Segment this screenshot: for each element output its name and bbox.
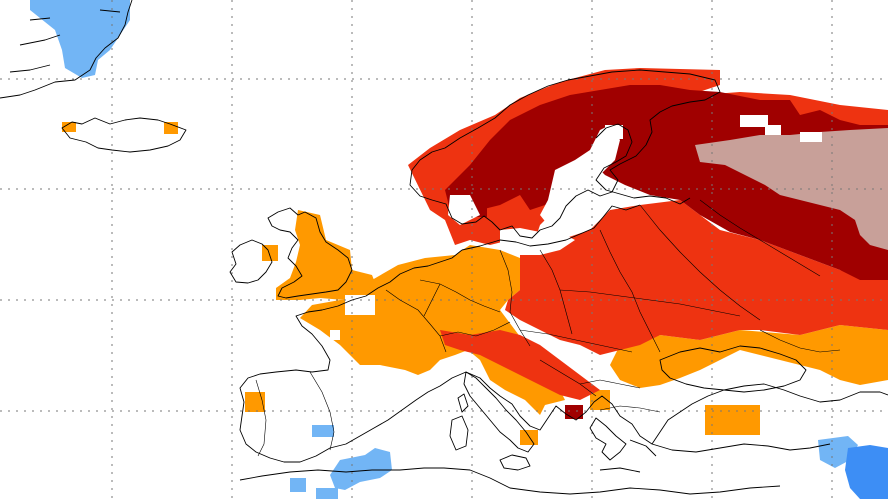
corsica-coast	[457, 393, 469, 413]
anomaly-shading	[30, 0, 888, 499]
blue-anomaly-region	[845, 445, 888, 499]
turkey-coast	[651, 443, 831, 453]
black-sea-coast	[659, 345, 807, 393]
finland-coast	[595, 123, 691, 205]
greenland-coast	[0, 0, 133, 99]
africa-coast	[239, 467, 781, 495]
extreme-anomaly-region	[695, 128, 888, 250]
continental-west-coast	[239, 249, 888, 463]
iceland-coast	[61, 117, 187, 153]
italy-coast	[463, 371, 535, 453]
scandinavia-coast	[409, 69, 721, 239]
country-borders	[255, 199, 841, 457]
greece-coast	[589, 417, 657, 473]
ireland-coast	[229, 239, 273, 284]
great-britain-coast	[267, 207, 353, 299]
baltic-coast	[461, 204, 641, 251]
sicily-coast	[499, 454, 531, 471]
sardinia-coast	[449, 415, 469, 451]
